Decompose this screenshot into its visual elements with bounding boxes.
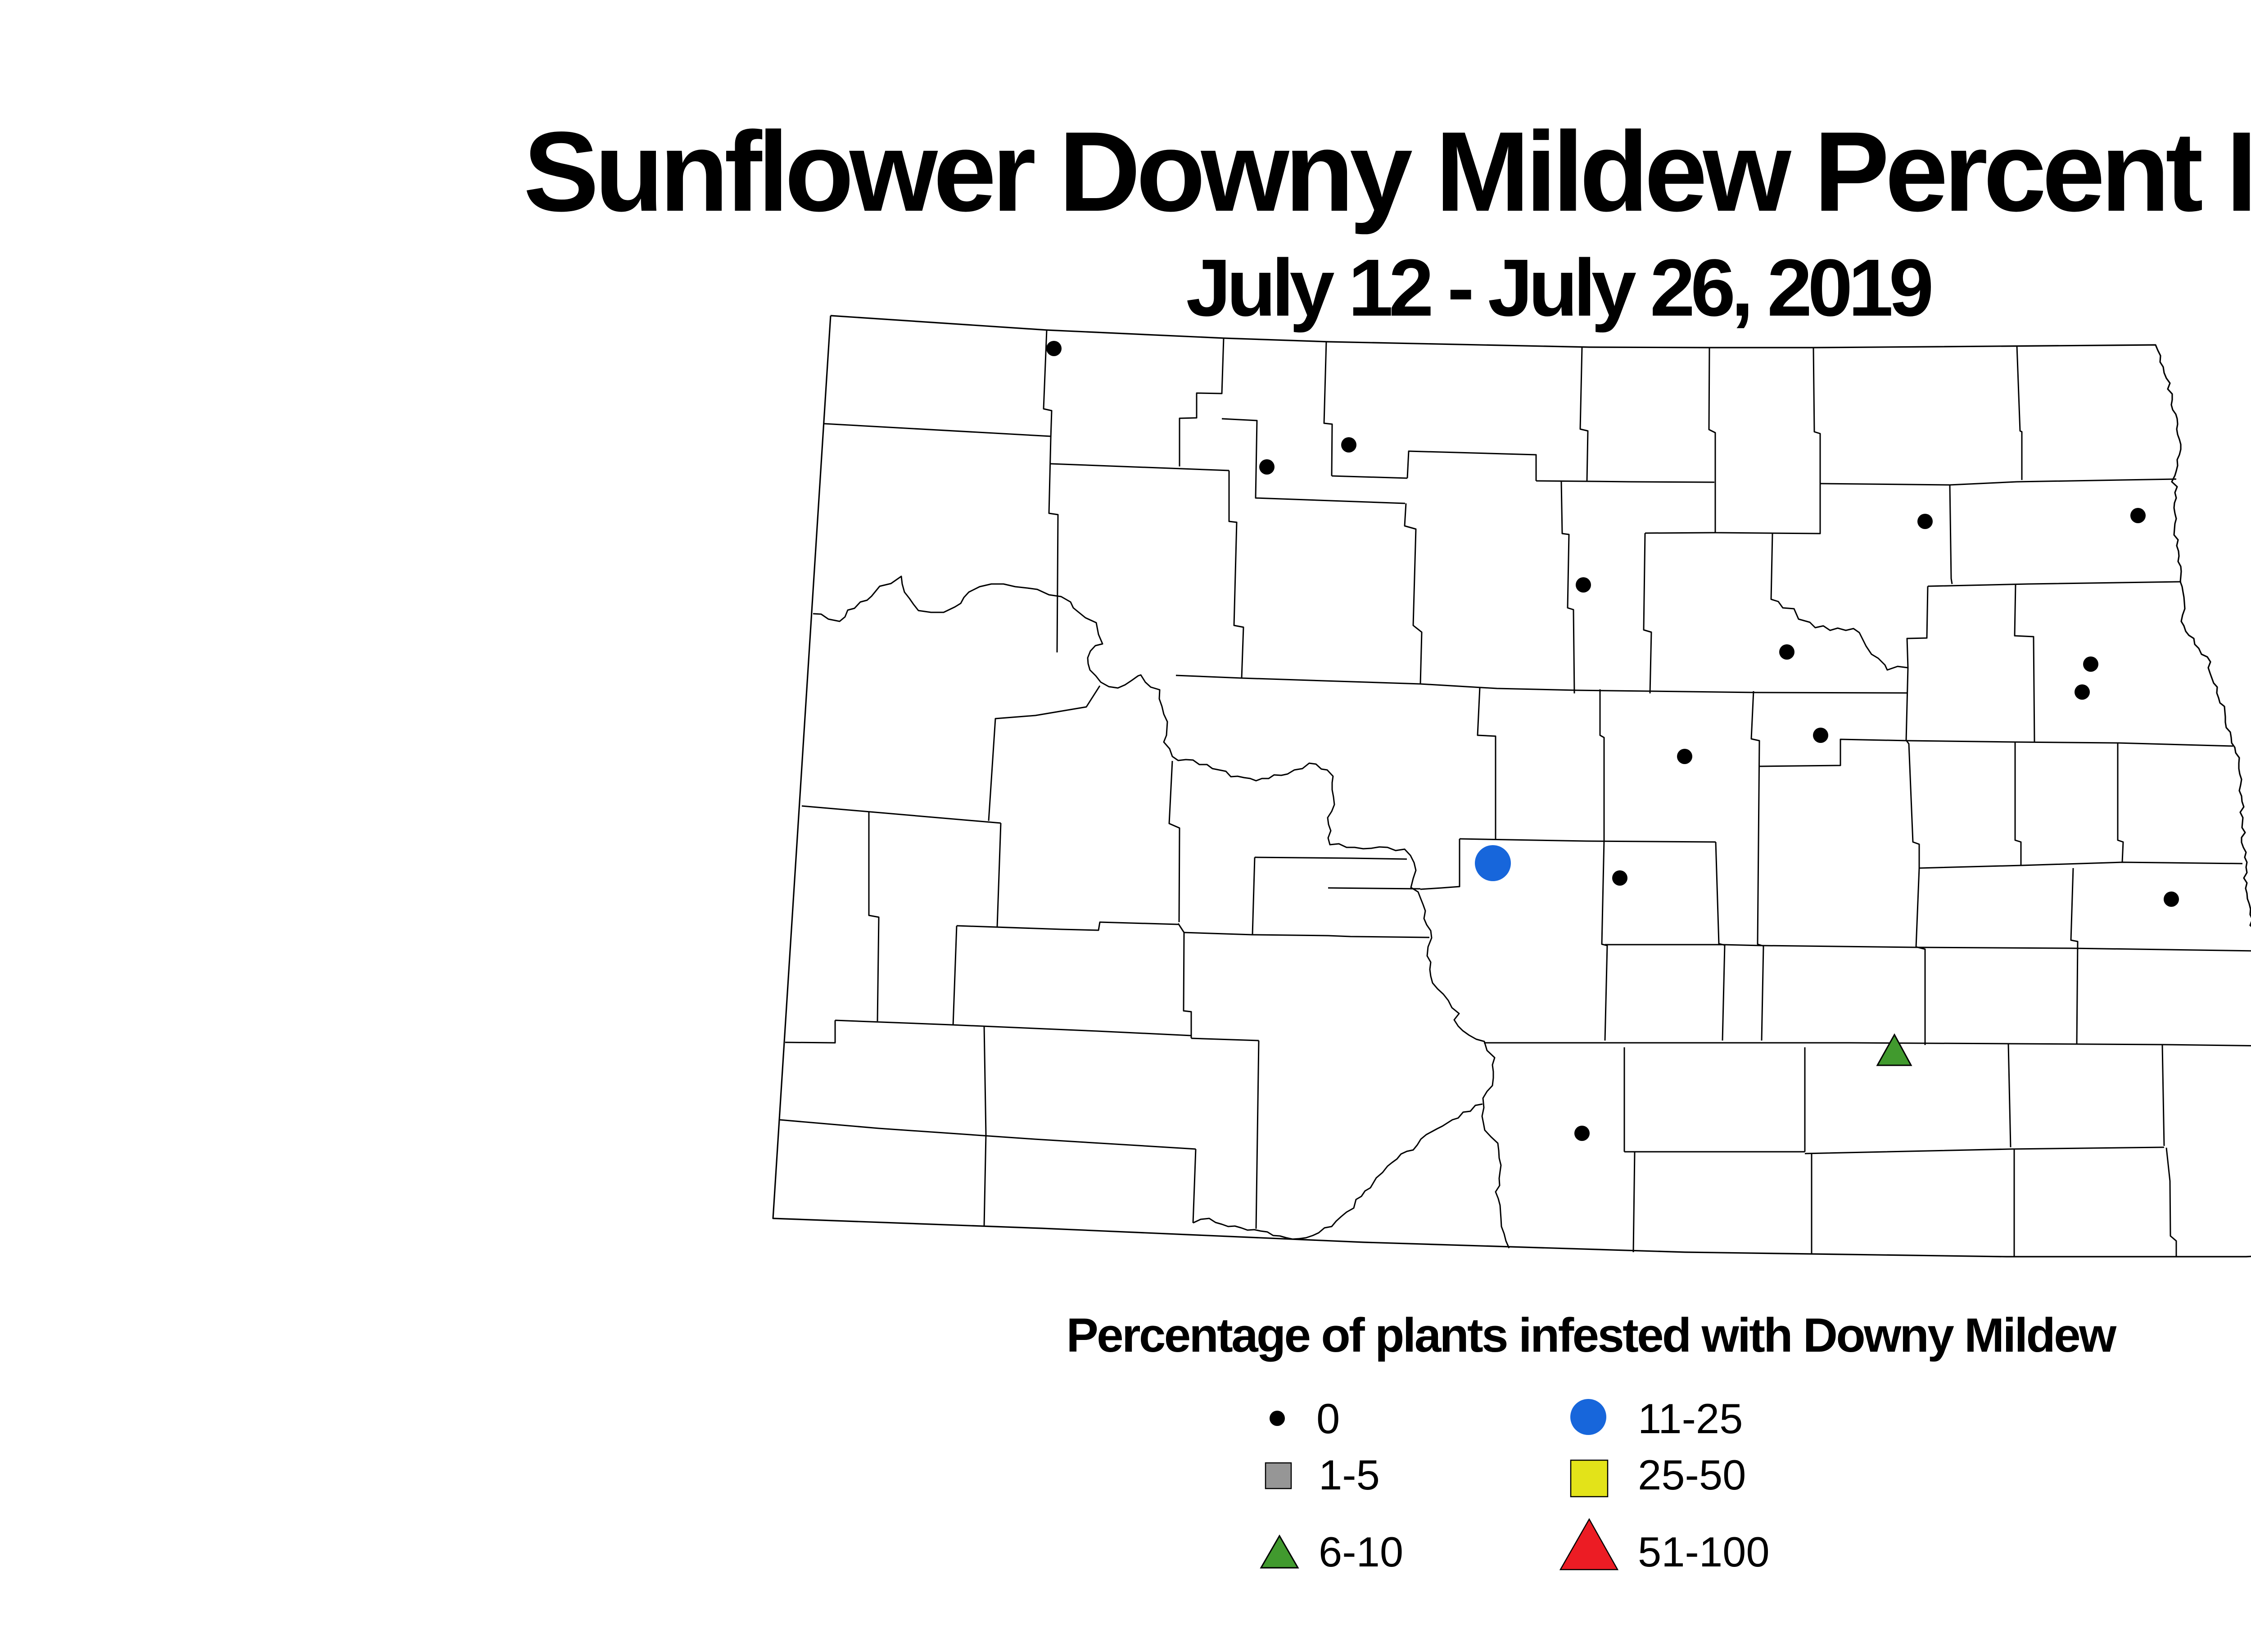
- svg-text:Sunflower Downy Mildew Percent: Sunflower Downy Mildew Percent Incidence: [523, 109, 2251, 235]
- svg-text:0: 0: [1316, 1395, 1340, 1442]
- svg-text:Percentage of plants infested: Percentage of plants infested with Downy…: [1066, 1308, 2117, 1362]
- svg-text:11-25: 11-25: [1638, 1395, 1743, 1442]
- svg-text:1-5: 1-5: [1319, 1451, 1380, 1498]
- svg-text:6-10: 6-10: [1319, 1528, 1403, 1575]
- svg-text:July 12 - July 26, 2019: July 12 - July 26, 2019: [1186, 243, 1931, 333]
- svg-text:25-50: 25-50: [1638, 1451, 1746, 1498]
- svg-text:51-100: 51-100: [1638, 1528, 1770, 1575]
